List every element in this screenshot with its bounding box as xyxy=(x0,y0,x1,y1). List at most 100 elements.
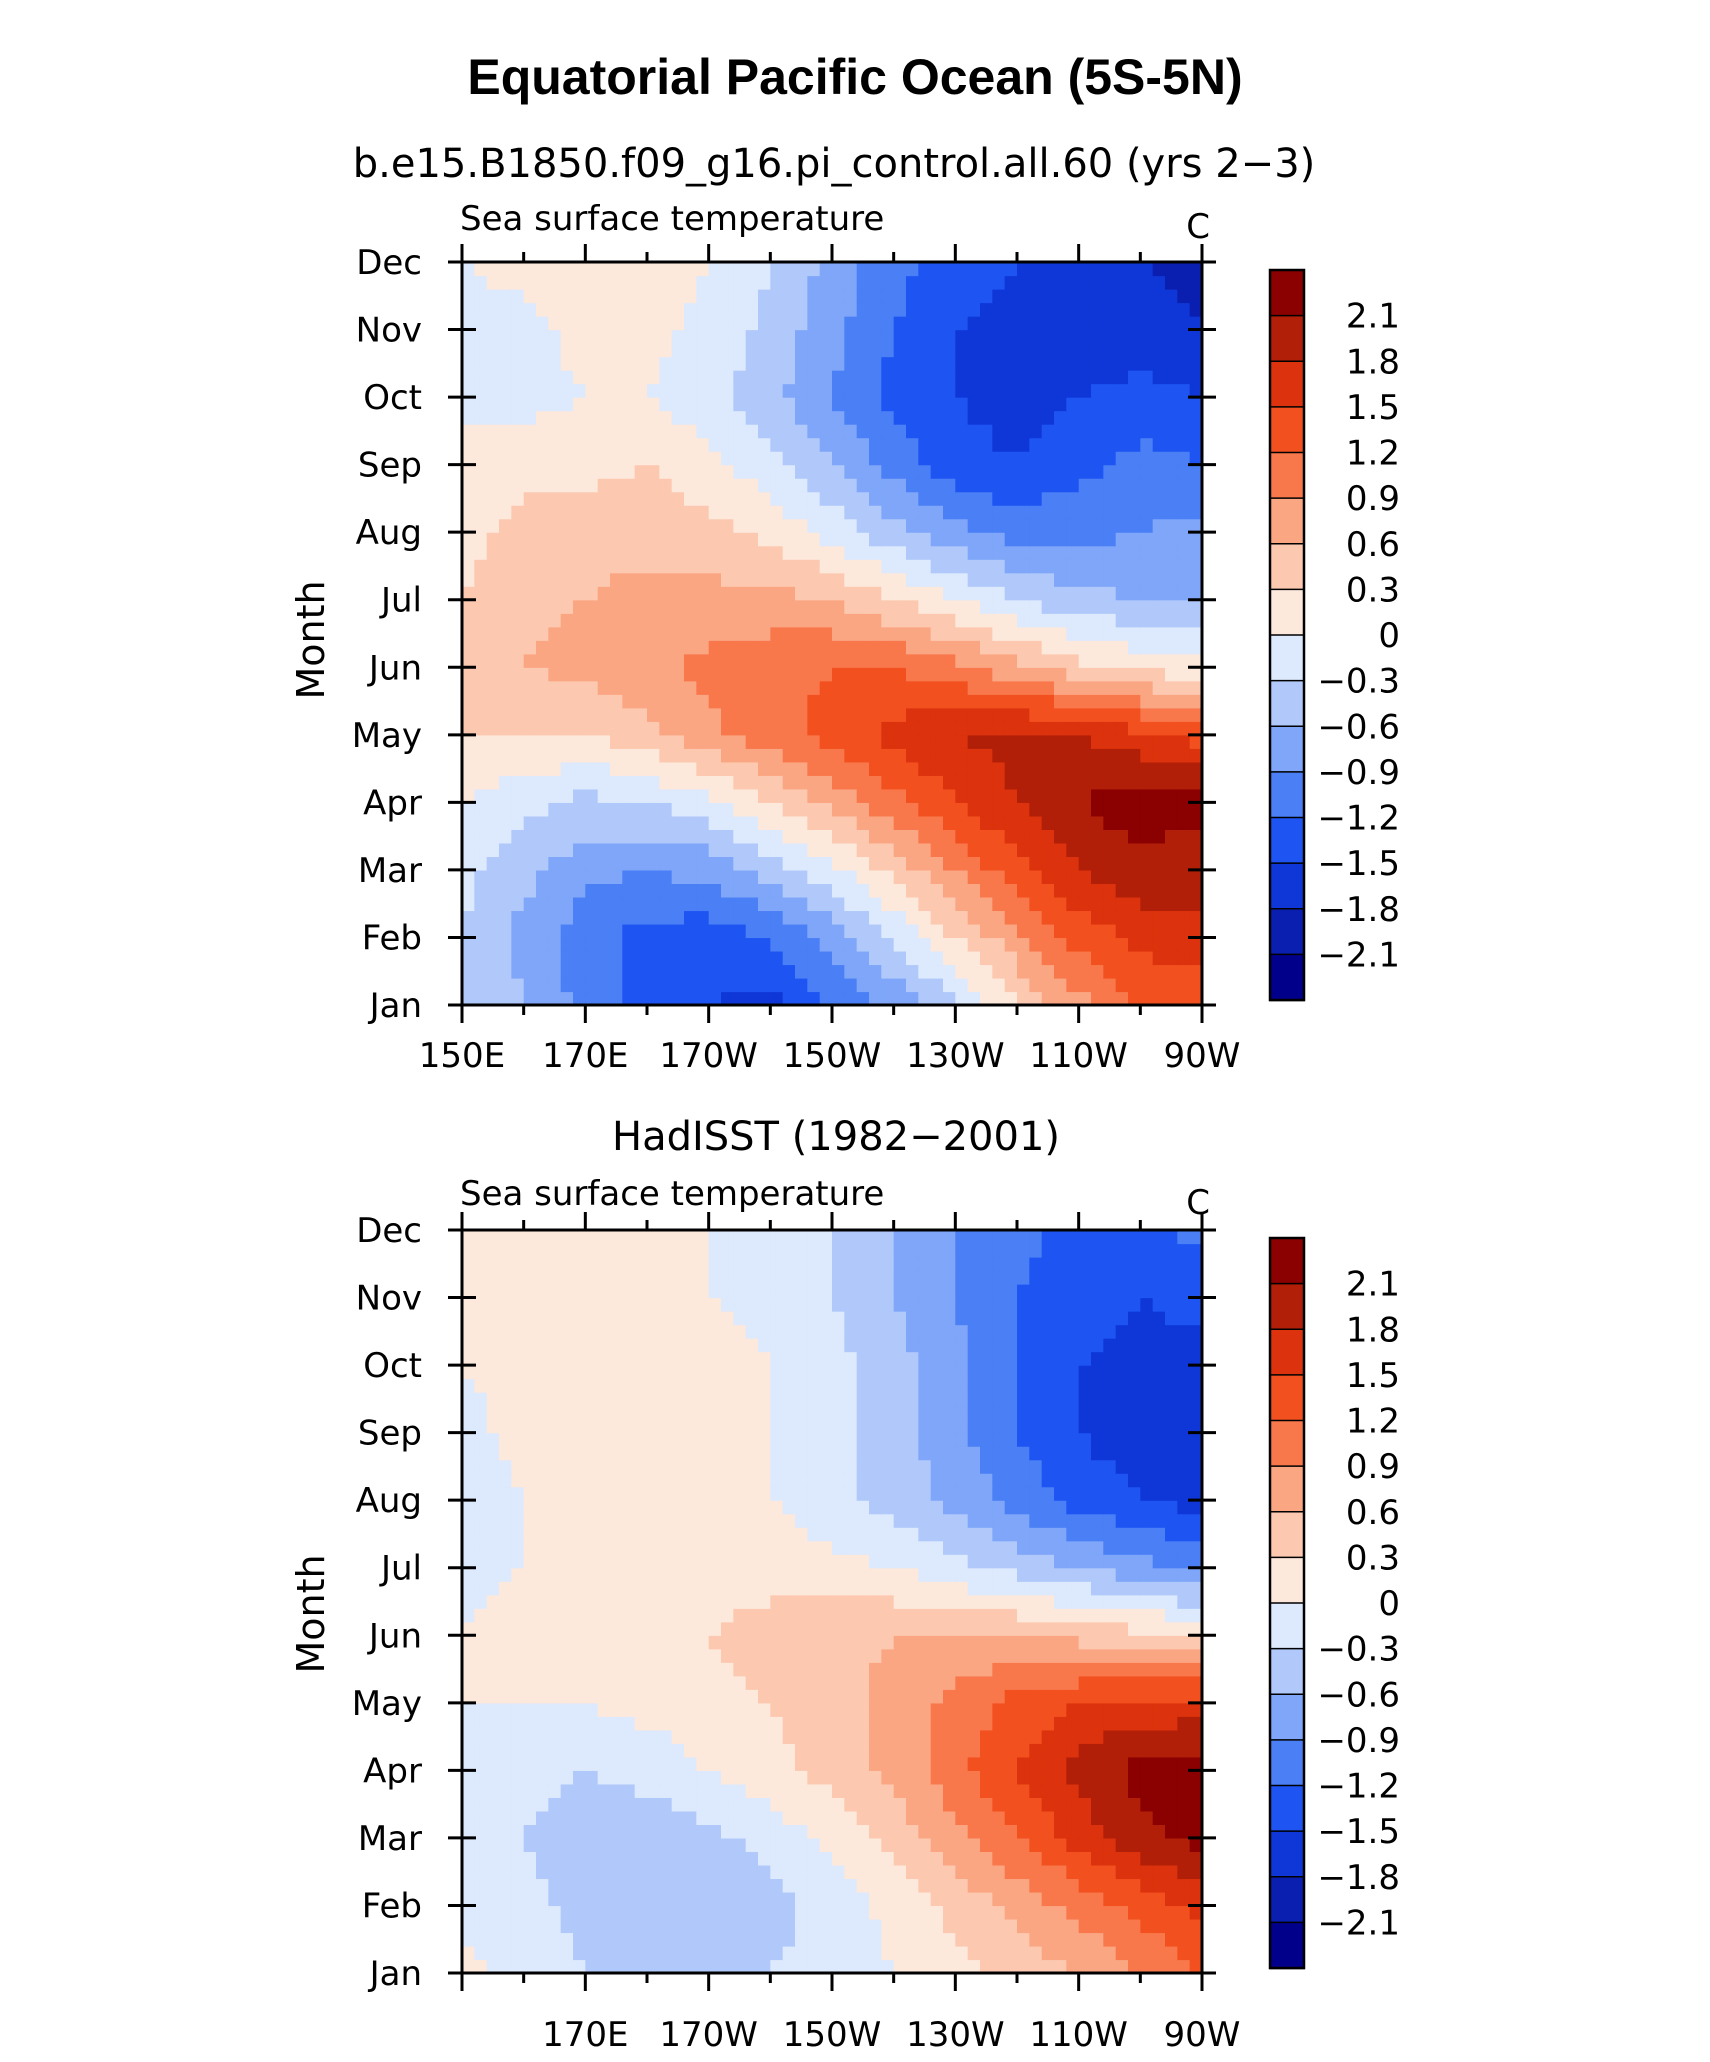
heatmap-cell xyxy=(930,599,944,614)
heatmap-cell xyxy=(1029,977,1043,993)
heatmap-cell xyxy=(536,329,549,344)
heatmap-cell xyxy=(1041,937,1055,952)
heatmap-cell xyxy=(721,1675,734,1690)
heatmap-cell xyxy=(708,721,722,736)
heatmap-cell xyxy=(980,788,993,803)
heatmap-cell xyxy=(1177,1797,1191,1812)
heatmap-cell xyxy=(573,1756,586,1771)
heatmap-cell xyxy=(1066,842,1080,857)
heatmap-cell xyxy=(1004,667,1018,682)
heatmap-cell xyxy=(745,464,759,479)
heatmap-cell xyxy=(745,734,759,749)
heatmap-cell xyxy=(597,586,611,601)
heatmap-cell xyxy=(955,815,969,830)
heatmap-cell xyxy=(573,1932,586,1947)
heatmap-cell xyxy=(967,653,981,668)
heatmap-cell xyxy=(1017,316,1030,331)
heatmap-cell xyxy=(844,626,858,641)
heatmap-cell xyxy=(992,316,1006,331)
heatmap-cell xyxy=(770,397,784,412)
heatmap-cell xyxy=(1165,923,1178,939)
heatmap-cell xyxy=(733,424,747,439)
heatmap-cell xyxy=(869,829,882,844)
heatmap-cell xyxy=(1152,748,1166,763)
heatmap-cell xyxy=(486,694,500,709)
heatmap-cell xyxy=(733,1729,747,1744)
heatmap-cell xyxy=(1017,964,1030,979)
heatmap-cell xyxy=(696,410,710,425)
heatmap-cell xyxy=(1004,1878,1018,1893)
heatmap-cell xyxy=(795,950,808,966)
heatmap-cell xyxy=(634,491,648,506)
heatmap-cell xyxy=(647,370,660,385)
heatmap-cell xyxy=(1103,1756,1117,1771)
heatmap-cell xyxy=(1017,734,1030,749)
heatmap-cell xyxy=(1177,1918,1191,1934)
heatmap-cell xyxy=(1004,883,1018,898)
heatmap-cell xyxy=(893,1864,907,1880)
heatmap-cell xyxy=(462,1837,475,1853)
heatmap-cell xyxy=(597,464,611,479)
heatmap-cell xyxy=(523,748,537,763)
heatmap-cell xyxy=(585,437,599,452)
heatmap-cell xyxy=(671,1932,685,1947)
heatmap-cell xyxy=(1091,1905,1104,1920)
heatmap-cell xyxy=(634,532,648,547)
heatmap-cell xyxy=(622,1770,636,1785)
heatmap-cell xyxy=(1017,613,1030,628)
heatmap-cell xyxy=(1054,370,1067,385)
heatmap-cell xyxy=(671,1716,685,1731)
heatmap-cell xyxy=(967,1770,981,1785)
heatmap-cell xyxy=(906,491,919,506)
heatmap-cell xyxy=(573,329,586,344)
heatmap-cell xyxy=(548,1770,562,1785)
heatmap-cell xyxy=(1017,599,1030,614)
heatmap-cell xyxy=(1140,653,1154,668)
heatmap-cell xyxy=(930,275,944,290)
heatmap-cell xyxy=(893,424,907,439)
heatmap-cell xyxy=(536,1905,549,1920)
heatmap-cell xyxy=(1140,1770,1154,1785)
heatmap-cell xyxy=(1152,1662,1166,1677)
heatmap-cell xyxy=(671,856,685,871)
colorbar-label: −0.9 xyxy=(1317,753,1400,793)
heatmap-cell xyxy=(955,302,969,317)
heatmap-cell xyxy=(560,1635,574,1650)
heatmap-cell xyxy=(548,518,562,533)
heatmap-cell xyxy=(696,910,710,925)
heatmap-cell xyxy=(918,694,932,709)
heatmap-cell xyxy=(708,829,722,844)
heatmap-cell xyxy=(573,734,586,749)
heatmap-cell xyxy=(992,883,1006,898)
heatmap-cell xyxy=(856,1905,870,1920)
heatmap-cell xyxy=(770,761,784,776)
heatmap-cell xyxy=(819,761,833,776)
heatmap-cell xyxy=(647,1689,660,1704)
heatmap-cell xyxy=(733,923,747,939)
heatmap-cell xyxy=(684,856,697,871)
heatmap-cell xyxy=(1017,653,1030,668)
heatmap-cell xyxy=(832,518,845,533)
heatmap-cell xyxy=(943,653,956,668)
heatmap-cell xyxy=(548,842,562,857)
heatmap-cell xyxy=(980,910,993,925)
heatmap-cell xyxy=(511,275,525,290)
heatmap-cell xyxy=(560,1810,574,1825)
heatmap-cell xyxy=(758,1905,771,1920)
heatmap-cell xyxy=(511,1905,525,1920)
heatmap-cell xyxy=(869,937,882,952)
heatmap-cell xyxy=(1029,586,1043,601)
heatmap-cell xyxy=(659,694,673,709)
heatmap-cell xyxy=(560,910,574,925)
heatmap-cell xyxy=(881,572,895,587)
heatmap-cell xyxy=(511,896,525,912)
colorbar-outline xyxy=(1268,268,1306,1002)
heatmap-cell xyxy=(1128,275,1141,290)
heatmap-cell xyxy=(499,1891,512,1907)
heatmap-cell xyxy=(1128,410,1141,425)
heatmap-cell xyxy=(1152,1783,1166,1798)
heatmap-cell xyxy=(918,1648,932,1663)
heatmap-cell xyxy=(856,1837,870,1853)
heatmap-cell xyxy=(980,815,993,830)
heatmap-cell xyxy=(1017,977,1030,993)
